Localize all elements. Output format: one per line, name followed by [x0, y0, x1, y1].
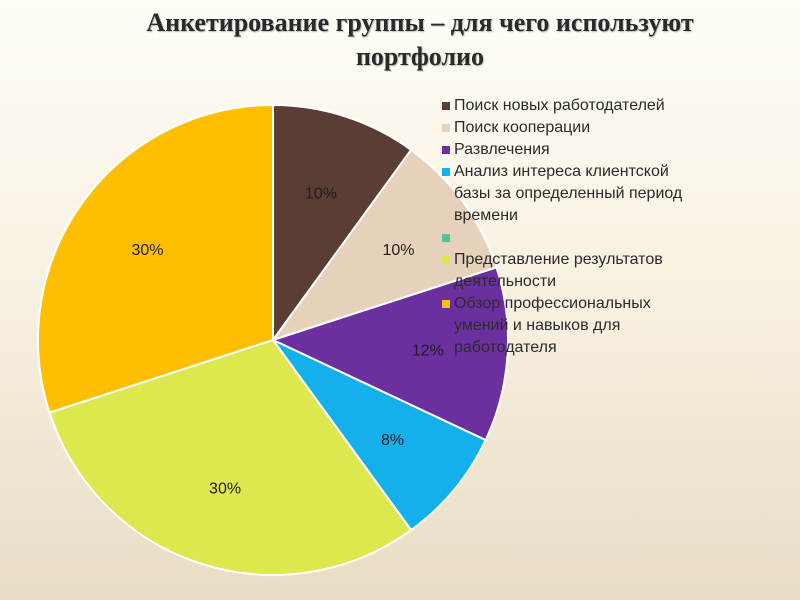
pie-label-1: 10%	[382, 242, 414, 259]
legend-swatch	[442, 300, 450, 308]
legend-item-4	[440, 227, 770, 249]
pie-slice-3	[272, 339, 487, 532]
legend-swatch	[442, 124, 450, 132]
chart-title: Анкетирование группы – для чего использу…	[40, 6, 800, 74]
legend-swatch	[442, 168, 450, 176]
pie-slice-4	[48, 338, 413, 576]
legend-label: Обзор профессиональных	[454, 295, 651, 312]
legend-item-0: Поиск новых работодателей	[440, 95, 770, 117]
legend-label: времени	[454, 207, 518, 224]
legend-label	[454, 227, 770, 249]
legend-item-3: Анализ интереса клиентской базы за опреде…	[440, 161, 770, 227]
legend-item-5: Представление результатов деятельности	[440, 249, 770, 293]
legend-label: базы за определенный период	[454, 185, 683, 202]
pie-slices	[37, 103, 509, 576]
pie-slice-2	[270, 266, 509, 442]
pie-labels: 10% 10% 12% 8% 30% 30%	[132, 185, 444, 497]
pie-slice-1	[270, 148, 498, 342]
pie-label-3: 8%	[381, 432, 404, 449]
legend-swatch	[442, 234, 450, 242]
legend-swatch	[442, 102, 450, 110]
legend-swatch	[442, 256, 450, 264]
pie-label-2: 12%	[412, 343, 444, 360]
legend-label: Анализ интереса клиентской	[454, 163, 669, 180]
chart-title-line2: портфолио	[355, 42, 485, 71]
legend-label: Поиск новых работодателей	[454, 97, 665, 114]
legend-label: Поиск кооперации	[454, 119, 591, 136]
legend-label: работодателя	[454, 339, 557, 356]
legend-label: умений и навыков для	[454, 317, 621, 334]
pie-label-4: 30%	[209, 481, 241, 498]
pie-slice-0	[272, 103, 413, 344]
legend-label: Представление результатов	[454, 251, 663, 268]
chart-legend: Поиск новых работодателей Поиск коопераци…	[440, 95, 770, 359]
legend-swatch	[442, 146, 450, 154]
pie-slice-5	[37, 103, 274, 414]
legend-item-1: Поиск кооперации	[440, 117, 770, 139]
legend-label: Развлечения	[454, 141, 550, 158]
pie-label-5: 30%	[132, 242, 164, 259]
legend-item-2: Развлечения	[440, 139, 770, 161]
pie-label-0: 10%	[305, 185, 337, 202]
chart-title-line1: Анкетирование группы – для чего использу…	[146, 8, 694, 37]
legend-item-6: Обзор профессиональных умений и навыков д…	[440, 293, 770, 359]
legend-label: деятельности	[454, 273, 557, 290]
